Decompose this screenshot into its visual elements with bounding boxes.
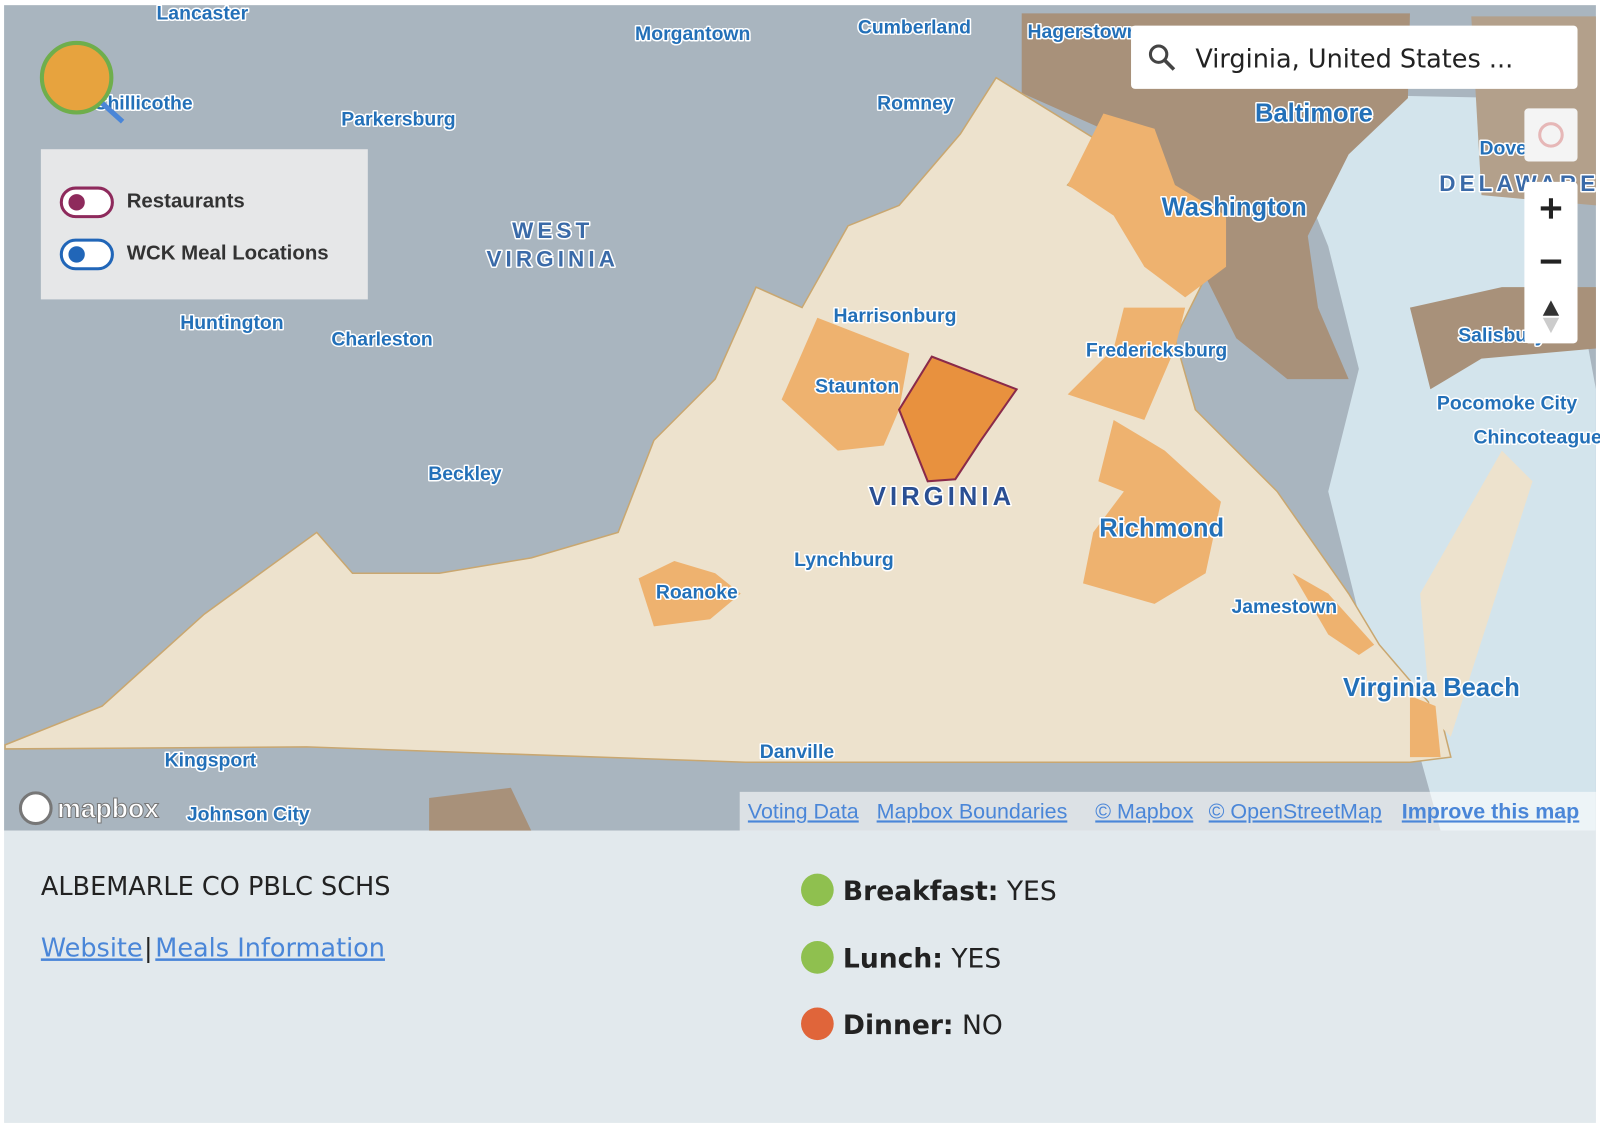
meal-label: Dinner: <box>843 1010 954 1041</box>
maryland-region <box>1021 13 1410 380</box>
county <box>1067 113 1227 298</box>
place-label: Jamestown <box>1231 596 1337 618</box>
place-label: Pocomoke City <box>1437 393 1577 415</box>
nav-controls <box>1524 108 1578 344</box>
meals-link[interactable]: Meals Information <box>155 933 385 963</box>
county <box>638 560 741 627</box>
place-label: Roanoke <box>656 582 738 604</box>
meal-status: Dinner: NO <box>843 1010 1003 1041</box>
place-label: Cumberland <box>858 17 971 39</box>
info-background <box>4 830 1596 1123</box>
place-label: Kingsport <box>165 749 257 771</box>
legend-label: Restaurants <box>127 190 245 212</box>
virginia-eastern-shore <box>1420 450 1533 737</box>
place-label: Hagerstown <box>1027 21 1138 43</box>
virginia-state <box>4 76 1452 764</box>
place-label: Washington <box>1162 194 1307 222</box>
place-label: Fredericksburg <box>1086 340 1227 362</box>
logo <box>39 40 125 124</box>
county <box>1292 573 1375 655</box>
mapbox-logo: mapbox <box>57 793 159 823</box>
meal-value: YES <box>950 944 1001 975</box>
legend: Restaurants WCK Meal Locations <box>40 149 368 300</box>
attribution-panel <box>739 791 1596 831</box>
meal-value: NO <box>962 1010 1003 1041</box>
map: Lancaster Morgantown Cumberland Hagerstown C… <box>4 1 1600 831</box>
place-label: Harrisonburg <box>834 305 957 327</box>
search-query[interactable]: Virginia, United States ... <box>1195 44 1513 74</box>
meal-value: YES <box>1006 876 1057 907</box>
place-label: VIRGINIA <box>486 247 619 272</box>
place-label: Virginia Beach <box>1343 674 1520 702</box>
water <box>1266 93 1596 831</box>
place-label: VIRGINIA <box>869 483 1015 511</box>
toggle-knob <box>68 194 85 211</box>
place-label: Richmond <box>1099 514 1224 542</box>
compass-south <box>1542 317 1560 334</box>
place-label: Huntington <box>180 312 283 334</box>
place-label: Romney <box>877 92 954 114</box>
meal-status: Breakfast: YES <box>843 876 1057 907</box>
site-name: ALBEMARLE CO PBLC SCHS <box>41 872 391 902</box>
county <box>1067 307 1186 420</box>
info-panel: ALBEMARLE CO PBLC SCHS Website | Meals I… <box>4 830 1596 1123</box>
county <box>1409 695 1441 758</box>
place-label: Lancaster <box>156 2 248 24</box>
county <box>781 317 910 451</box>
geolocate-button[interactable] <box>1524 108 1578 162</box>
place-label: WEST <box>512 218 593 243</box>
meal-status-dot <box>801 1007 834 1041</box>
legend-panel <box>40 149 368 300</box>
attribution-link[interactable]: Mapbox Boundaries <box>877 799 1068 823</box>
county <box>1083 419 1221 604</box>
place-label: Parkersburg <box>341 109 455 131</box>
website-link[interactable]: Website <box>41 933 143 963</box>
attribution-link[interactable]: © Mapbox <box>1095 799 1193 823</box>
search: Virginia, United States ... <box>1131 25 1578 89</box>
place-label: Beckley <box>428 463 502 485</box>
meal-status-dot <box>801 941 834 974</box>
place-label: Morgantown <box>635 23 750 45</box>
search-icon-handle <box>1163 59 1176 71</box>
meal-label: Breakfast: <box>843 876 998 907</box>
place-label: Chincoteague <box>1474 426 1600 448</box>
place-label: Lynchburg <box>794 549 894 571</box>
meal-status: Lunch: YES <box>843 944 1001 975</box>
attribution-link[interactable]: © OpenStreetMap <box>1209 799 1382 823</box>
mapbox-logo-mark <box>18 791 53 826</box>
place-label: Charleston <box>331 328 432 350</box>
zoom-in-button[interactable] <box>1540 198 1562 219</box>
geolocate-icon <box>1538 122 1564 148</box>
place-label: Baltimore <box>1255 100 1373 128</box>
separator: | <box>144 933 153 963</box>
place-label: Danville <box>760 741 835 763</box>
legend-label: WCK Meal Locations <box>127 243 329 265</box>
attribution-link[interactable]: Improve this map <box>1402 799 1580 823</box>
app-logo <box>39 40 114 115</box>
attribution-link[interactable]: Voting Data <box>748 799 859 823</box>
place-label: Staunton <box>815 375 899 397</box>
toggle-knob <box>68 246 85 263</box>
meal-status-dot <box>801 873 834 907</box>
search-box[interactable] <box>1131 25 1578 89</box>
app-logo-handle <box>100 101 125 124</box>
selected-county[interactable] <box>897 355 1019 483</box>
attribution: mapbox Voting Data Mapbox Boundaries © M… <box>18 791 1596 831</box>
place-label: Johnson City <box>187 803 310 825</box>
compass-button[interactable] <box>1542 300 1560 316</box>
meal-label: Lunch: <box>843 944 943 975</box>
tn-region <box>429 787 532 831</box>
search-icon <box>1148 44 1169 64</box>
